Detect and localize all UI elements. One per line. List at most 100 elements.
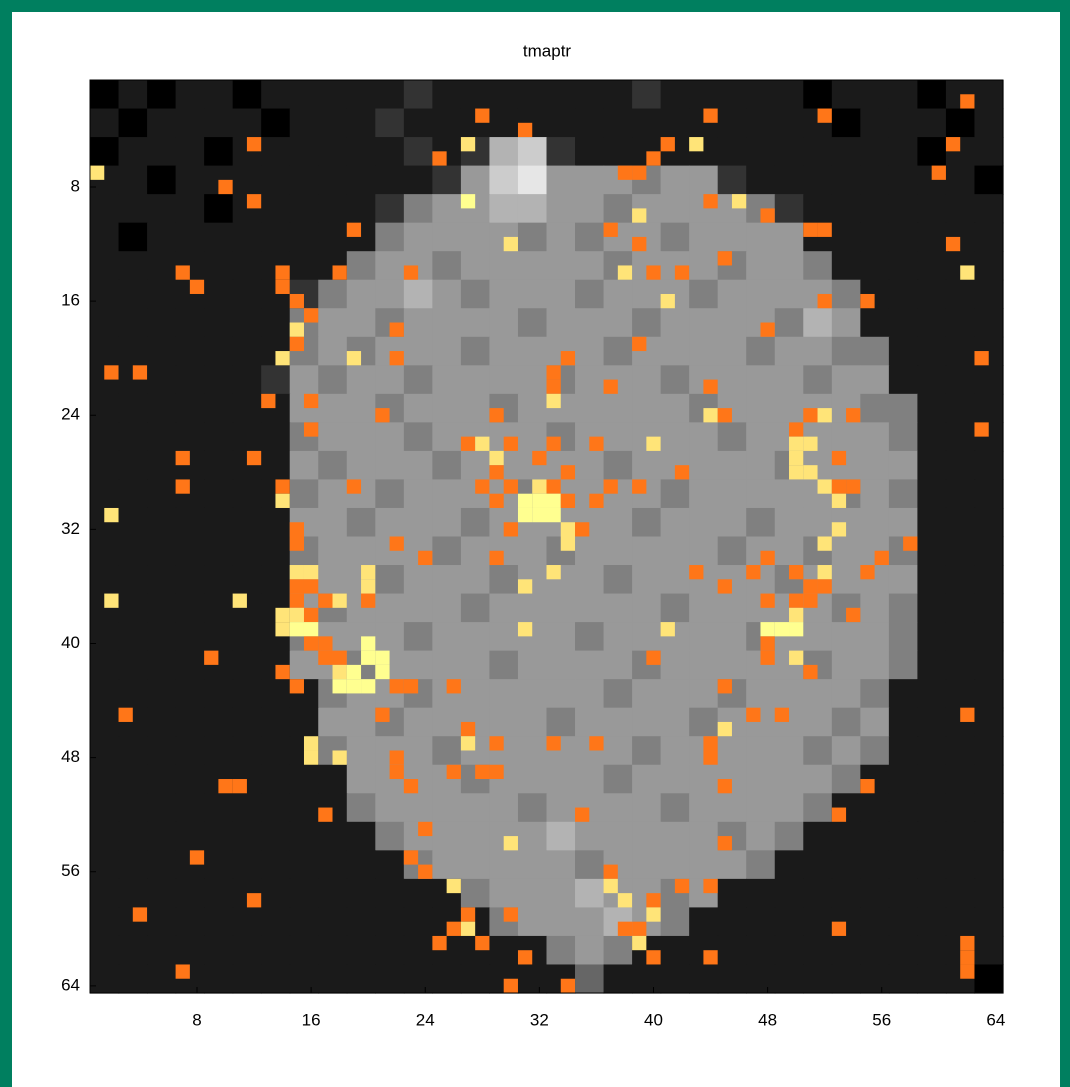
overlay-voxel xyxy=(547,565,561,579)
underlay-cell xyxy=(689,850,718,879)
underlay-cell xyxy=(404,451,433,480)
overlay-voxel xyxy=(974,351,988,365)
overlay-voxel xyxy=(375,708,389,722)
underlay-cell xyxy=(290,80,319,109)
underlay-cell xyxy=(946,479,975,508)
overlay-voxel xyxy=(447,679,461,693)
overlay-voxel xyxy=(247,194,261,208)
overlay-voxel xyxy=(447,922,461,936)
underlay-cell xyxy=(917,936,946,965)
underlay-cell xyxy=(90,422,119,451)
underlay-cell xyxy=(689,337,718,366)
overlay-voxel xyxy=(532,508,546,522)
underlay-cell xyxy=(917,479,946,508)
underlay-cell xyxy=(261,537,290,566)
overlay-voxel xyxy=(218,779,232,793)
underlay-cell xyxy=(604,337,633,366)
underlay-cell xyxy=(746,679,775,708)
underlay-cell xyxy=(461,679,490,708)
underlay-cell xyxy=(147,422,176,451)
underlay-cell xyxy=(718,736,747,765)
underlay-cell xyxy=(547,109,576,138)
underlay-cell xyxy=(974,394,1003,423)
overlay-voxel xyxy=(646,950,660,964)
underlay-cell xyxy=(974,936,1003,965)
underlay-cell xyxy=(775,537,804,566)
underlay-cell xyxy=(518,907,547,936)
underlay-cell xyxy=(233,622,262,651)
overlay-voxel xyxy=(190,280,204,294)
underlay-cell xyxy=(689,622,718,651)
overlay-voxel xyxy=(504,479,518,493)
underlay-cell xyxy=(775,337,804,366)
underlay-cell xyxy=(860,793,889,822)
underlay-cell xyxy=(119,822,148,851)
underlay-cell xyxy=(432,308,461,337)
underlay-cell xyxy=(261,850,290,879)
underlay-cell xyxy=(432,451,461,480)
underlay-cell xyxy=(119,80,148,109)
overlay-voxel xyxy=(803,579,817,593)
underlay-cell xyxy=(575,251,604,280)
underlay-cell xyxy=(119,251,148,280)
underlay-cell xyxy=(803,337,832,366)
underlay-cell xyxy=(290,879,319,908)
overlay-voxel xyxy=(646,907,660,921)
overlay-voxel xyxy=(461,194,475,208)
underlay-cell xyxy=(404,337,433,366)
underlay-cell xyxy=(461,308,490,337)
overlay-voxel xyxy=(760,323,774,337)
underlay-cell xyxy=(489,365,518,394)
underlay-cell xyxy=(547,907,576,936)
underlay-cell xyxy=(432,337,461,366)
overlay-voxel xyxy=(333,750,347,764)
overlay-voxel xyxy=(133,907,147,921)
overlay-voxel xyxy=(618,265,632,279)
overlay-voxel xyxy=(304,608,318,622)
underlay-cell xyxy=(689,451,718,480)
overlay-voxel xyxy=(275,608,289,622)
overlay-voxel xyxy=(561,465,575,479)
underlay-cell xyxy=(375,479,404,508)
underlay-cell xyxy=(404,223,433,252)
underlay-cell xyxy=(746,736,775,765)
underlay-cell xyxy=(889,936,918,965)
underlay-cell xyxy=(974,850,1003,879)
underlay-cell xyxy=(718,109,747,138)
underlay-cell xyxy=(404,422,433,451)
underlay-cell xyxy=(860,879,889,908)
underlay-cell xyxy=(233,109,262,138)
underlay-cell xyxy=(90,964,119,993)
overlay-voxel xyxy=(618,922,632,936)
underlay-cell xyxy=(803,708,832,737)
underlay-cell xyxy=(347,365,376,394)
underlay-cell xyxy=(547,822,576,851)
underlay-cell xyxy=(404,80,433,109)
underlay-cell xyxy=(489,936,518,965)
overlay-voxel xyxy=(404,265,418,279)
underlay-cell xyxy=(147,337,176,366)
overlay-voxel xyxy=(375,665,389,679)
overlay-voxel xyxy=(604,865,618,879)
overlay-voxel xyxy=(104,594,118,608)
underlay-cell xyxy=(974,194,1003,223)
overlay-voxel xyxy=(504,907,518,921)
underlay-cell xyxy=(290,964,319,993)
underlay-cell xyxy=(147,308,176,337)
underlay-cell xyxy=(347,280,376,309)
overlay-voxel xyxy=(218,180,232,194)
underlay-cell xyxy=(347,936,376,965)
underlay-cell xyxy=(860,479,889,508)
overlay-voxel xyxy=(361,636,375,650)
underlay-cell xyxy=(347,964,376,993)
underlay-cell xyxy=(746,850,775,879)
underlay-cell xyxy=(860,822,889,851)
underlay-cell xyxy=(432,166,461,195)
underlay-cell xyxy=(461,80,490,109)
underlay-cell xyxy=(974,537,1003,566)
underlay-cell xyxy=(632,594,661,623)
underlay-cell xyxy=(946,394,975,423)
underlay-cell xyxy=(832,679,861,708)
overlay-voxel xyxy=(604,879,618,893)
overlay-voxel xyxy=(760,594,774,608)
